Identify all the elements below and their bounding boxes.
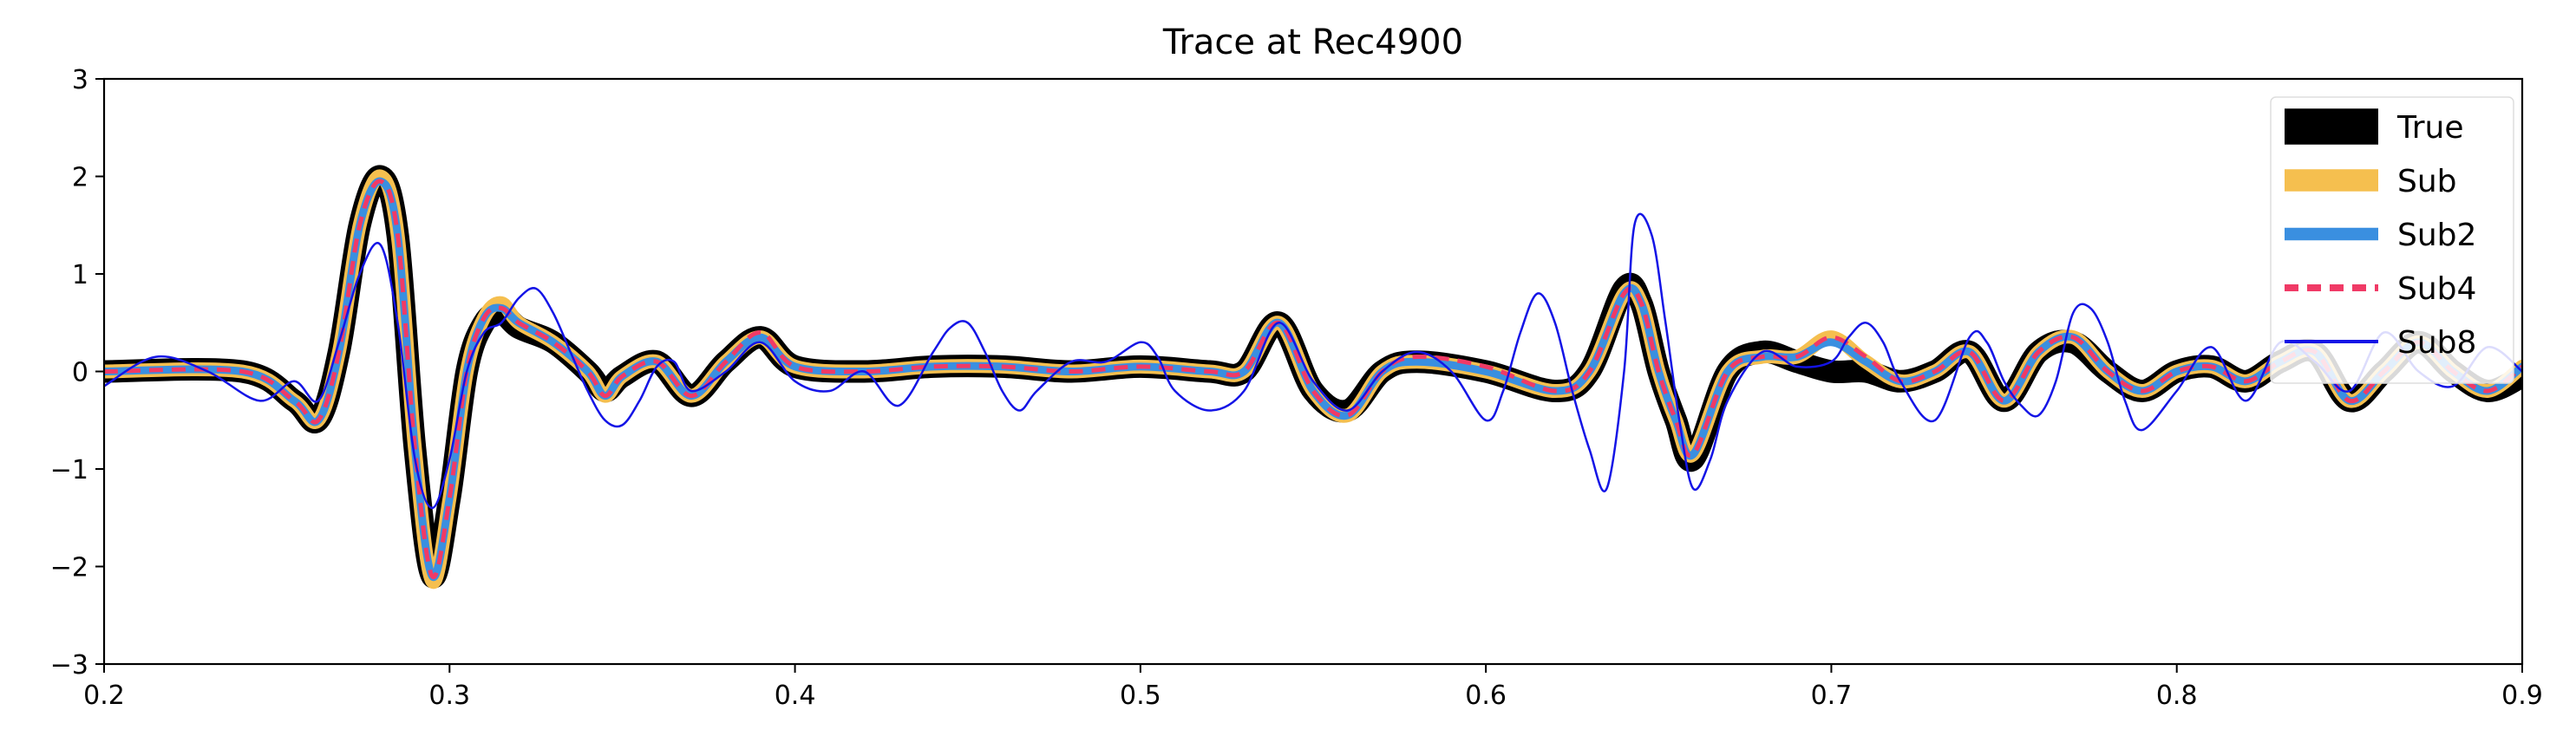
x-tick-label: 0.4: [775, 681, 816, 711]
legend-label-true: True: [2396, 110, 2463, 146]
x-tick-label: 0.6: [1465, 681, 1507, 711]
x-tick-label: 0.7: [1811, 681, 1853, 711]
legend-label-sub: Sub: [2397, 164, 2457, 199]
legend-label-sub8: Sub8: [2397, 325, 2476, 361]
series-line-sub8: [104, 212, 2522, 510]
series-line-sub4: [104, 179, 2522, 580]
legend: True Sub Sub2 Sub4 Sub8: [2270, 96, 2514, 384]
axes-layer: 0.2 0.3 0.4 0.5 0.6 0.7 0.8 0.9 −3 −2 −1 0 1 2 3: [50, 65, 2543, 711]
y-tick-label: 3: [72, 65, 88, 95]
legend-label-sub4: Sub4: [2397, 271, 2476, 307]
legend-box: [2270, 96, 2514, 384]
x-tick-label: 0.9: [2501, 681, 2543, 711]
y-tick-label: 0: [72, 358, 88, 388]
x-tick-label: 0.8: [2156, 681, 2198, 711]
x-tick-label: 0.5: [1120, 681, 1161, 711]
y-tick-label: −1: [50, 455, 88, 485]
y-tick-label: 1: [72, 260, 88, 290]
legend-label-sub2: Sub2: [2397, 218, 2476, 253]
y-tick-label: −2: [50, 553, 88, 583]
y-tick-label: −3: [50, 650, 88, 681]
x-tick-label: 0.3: [428, 681, 470, 711]
series-layer: [104, 165, 2522, 589]
x-tick-label: 0.2: [83, 681, 125, 711]
y-tick-label: 2: [72, 163, 88, 193]
chart-title: Trace at Rec4900: [1162, 23, 1463, 62]
